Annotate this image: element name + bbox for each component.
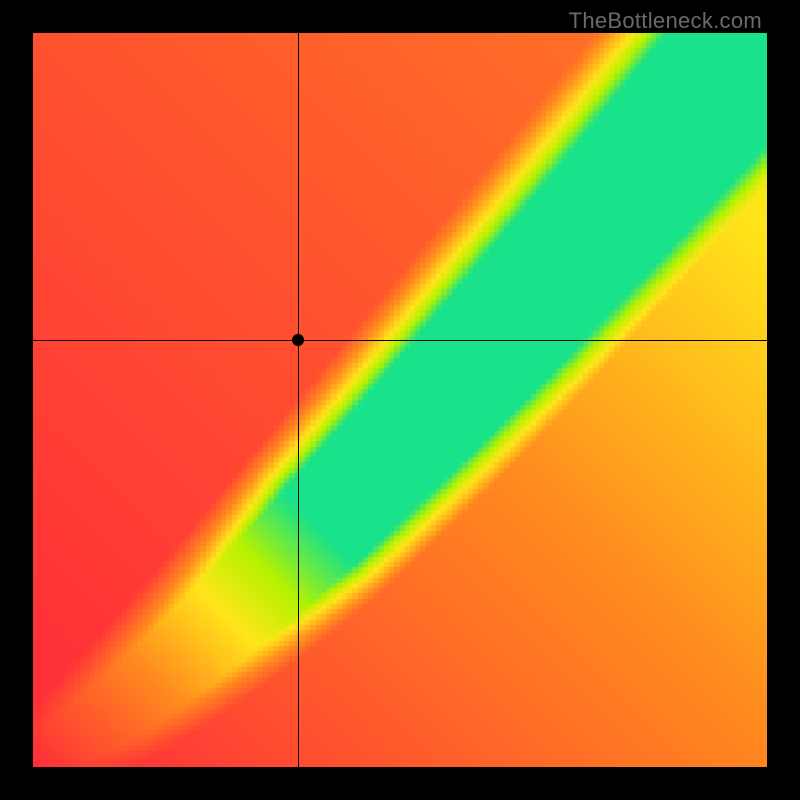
crosshair-vertical <box>298 33 299 767</box>
chart-area <box>33 33 767 767</box>
watermark-text: TheBottleneck.com <box>569 8 762 34</box>
heatmap-canvas <box>33 33 767 767</box>
crosshair-horizontal <box>33 340 767 341</box>
marker-dot <box>292 334 304 346</box>
